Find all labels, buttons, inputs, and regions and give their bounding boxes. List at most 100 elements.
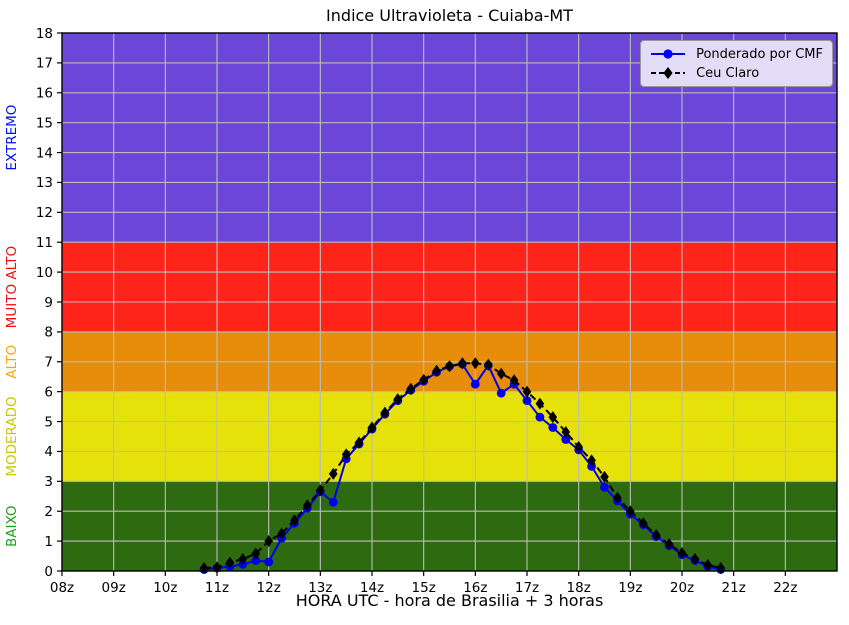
y-tick-label: 12 bbox=[36, 205, 53, 221]
marker-diamond bbox=[600, 470, 609, 483]
marker-circle bbox=[470, 379, 480, 389]
band-moderado bbox=[62, 391, 837, 482]
y-tick-label: 7 bbox=[44, 355, 53, 371]
marker-circle bbox=[535, 412, 545, 422]
marker-diamond bbox=[613, 491, 622, 504]
marker-circle bbox=[496, 388, 506, 398]
marker-diamond bbox=[587, 454, 596, 467]
marker-diamond bbox=[690, 553, 700, 565]
marker-diamond bbox=[251, 547, 261, 560]
marker-diamond bbox=[561, 426, 570, 438]
y-tick-label: 1 bbox=[44, 534, 53, 550]
marker-diamond bbox=[419, 373, 428, 386]
y-tick-label: 4 bbox=[44, 444, 53, 460]
legend-dashed-diamond-icon bbox=[651, 67, 686, 79]
marker-diamond bbox=[651, 529, 661, 542]
y-tick-label: 9 bbox=[44, 295, 53, 311]
x-tick-label: 17z bbox=[515, 580, 539, 596]
legend-item-ponderado: Ponderado por CMF bbox=[649, 46, 823, 62]
marker-diamond bbox=[393, 393, 403, 406]
marker-circle bbox=[548, 423, 558, 432]
marker-diamond bbox=[264, 535, 273, 548]
x-tick-label: 20z bbox=[670, 580, 694, 596]
legend-label-ceu-claro: Ceu Claro bbox=[696, 65, 760, 81]
legend-label-ponderado: Ponderado por CMF bbox=[696, 46, 823, 62]
y-tick-label: 0 bbox=[44, 564, 53, 580]
marker-circle bbox=[251, 556, 261, 565]
marker-diamond bbox=[496, 367, 506, 380]
marker-diamond bbox=[380, 406, 390, 419]
marker-diamond bbox=[574, 441, 583, 453]
band-baixo bbox=[62, 481, 837, 571]
x-tick-label: 10z bbox=[153, 580, 177, 596]
legend-line-circle-icon bbox=[651, 49, 686, 59]
band-label-muito-alto: MUITO ALTO bbox=[4, 246, 20, 328]
marker-diamond bbox=[225, 556, 235, 569]
y-tick-label: 3 bbox=[44, 474, 53, 490]
marker-diamond bbox=[548, 411, 558, 424]
y-tick-label: 15 bbox=[36, 115, 53, 131]
x-tick-label: 09z bbox=[102, 580, 126, 596]
marker-diamond bbox=[677, 547, 687, 560]
marker-diamond bbox=[445, 360, 454, 373]
y-tick-label: 17 bbox=[36, 56, 53, 72]
marker-diamond bbox=[303, 499, 312, 512]
marker-diamond bbox=[535, 397, 545, 410]
marker-diamond bbox=[367, 421, 377, 434]
legend-item-ceu-claro: Ceu Claro bbox=[649, 65, 823, 81]
marker-circle bbox=[328, 497, 338, 507]
marker-diamond bbox=[458, 357, 467, 370]
y-tick-label: 18 bbox=[36, 26, 53, 42]
y-tick-label: 16 bbox=[36, 86, 53, 102]
marker-diamond bbox=[483, 358, 493, 371]
marker-diamond bbox=[328, 467, 338, 480]
x-tick-label: 19z bbox=[618, 580, 642, 596]
marker-diamond bbox=[664, 538, 674, 551]
y-tick-label: 14 bbox=[36, 145, 53, 161]
y-tick-label: 5 bbox=[44, 414, 53, 430]
marker-diamond bbox=[509, 374, 519, 387]
x-tick-label: 13z bbox=[308, 580, 332, 596]
y-tick-label: 8 bbox=[44, 325, 53, 341]
x-tick-label: 21z bbox=[722, 580, 746, 596]
marker-diamond bbox=[290, 514, 299, 527]
y-tick-label: 10 bbox=[36, 265, 53, 281]
band-label-extremo: EXTREMO bbox=[4, 105, 20, 171]
marker-diamond bbox=[277, 527, 286, 540]
x-axis-label: HORA UTC - hora de Brasilia + 3 horas bbox=[295, 591, 604, 610]
chart-title: Indice Ultravioleta - Cuiaba-MT bbox=[326, 6, 573, 25]
x-tick-label: 12z bbox=[257, 580, 281, 596]
series-line-1 bbox=[204, 362, 722, 569]
y-tick-label: 2 bbox=[44, 504, 53, 520]
marker-diamond bbox=[471, 357, 480, 370]
x-tick-label: 15z bbox=[412, 580, 436, 596]
x-tick-label: 08z bbox=[50, 580, 74, 596]
marker-diamond bbox=[341, 448, 351, 461]
legend: Ponderado por CMF Ceu Claro bbox=[640, 40, 833, 87]
marker-circle bbox=[561, 435, 571, 444]
marker-diamond bbox=[432, 364, 441, 377]
band-label-baixo: BAIXO bbox=[4, 505, 20, 547]
x-tick-label: 14z bbox=[360, 580, 384, 596]
marker-diamond bbox=[703, 559, 713, 571]
marker-diamond bbox=[406, 382, 416, 395]
marker-circle bbox=[264, 557, 274, 567]
marker-diamond bbox=[639, 517, 648, 530]
band-muito-alto bbox=[62, 242, 837, 332]
band-label-alto: ALTO bbox=[4, 345, 20, 379]
marker-diamond bbox=[522, 385, 532, 398]
y-tick-label: 11 bbox=[36, 235, 53, 251]
marker-circle bbox=[522, 396, 532, 405]
marker-diamond bbox=[316, 484, 325, 497]
y-tick-label: 13 bbox=[36, 175, 53, 191]
x-tick-label: 11z bbox=[205, 580, 229, 596]
x-tick-label: 22z bbox=[773, 580, 797, 596]
x-tick-label: 16z bbox=[463, 580, 487, 596]
x-tick-label: 18z bbox=[567, 580, 591, 596]
marker-diamond bbox=[354, 436, 364, 449]
marker-circle bbox=[600, 482, 609, 492]
marker-diamond bbox=[626, 505, 635, 518]
marker-diamond bbox=[238, 553, 248, 565]
